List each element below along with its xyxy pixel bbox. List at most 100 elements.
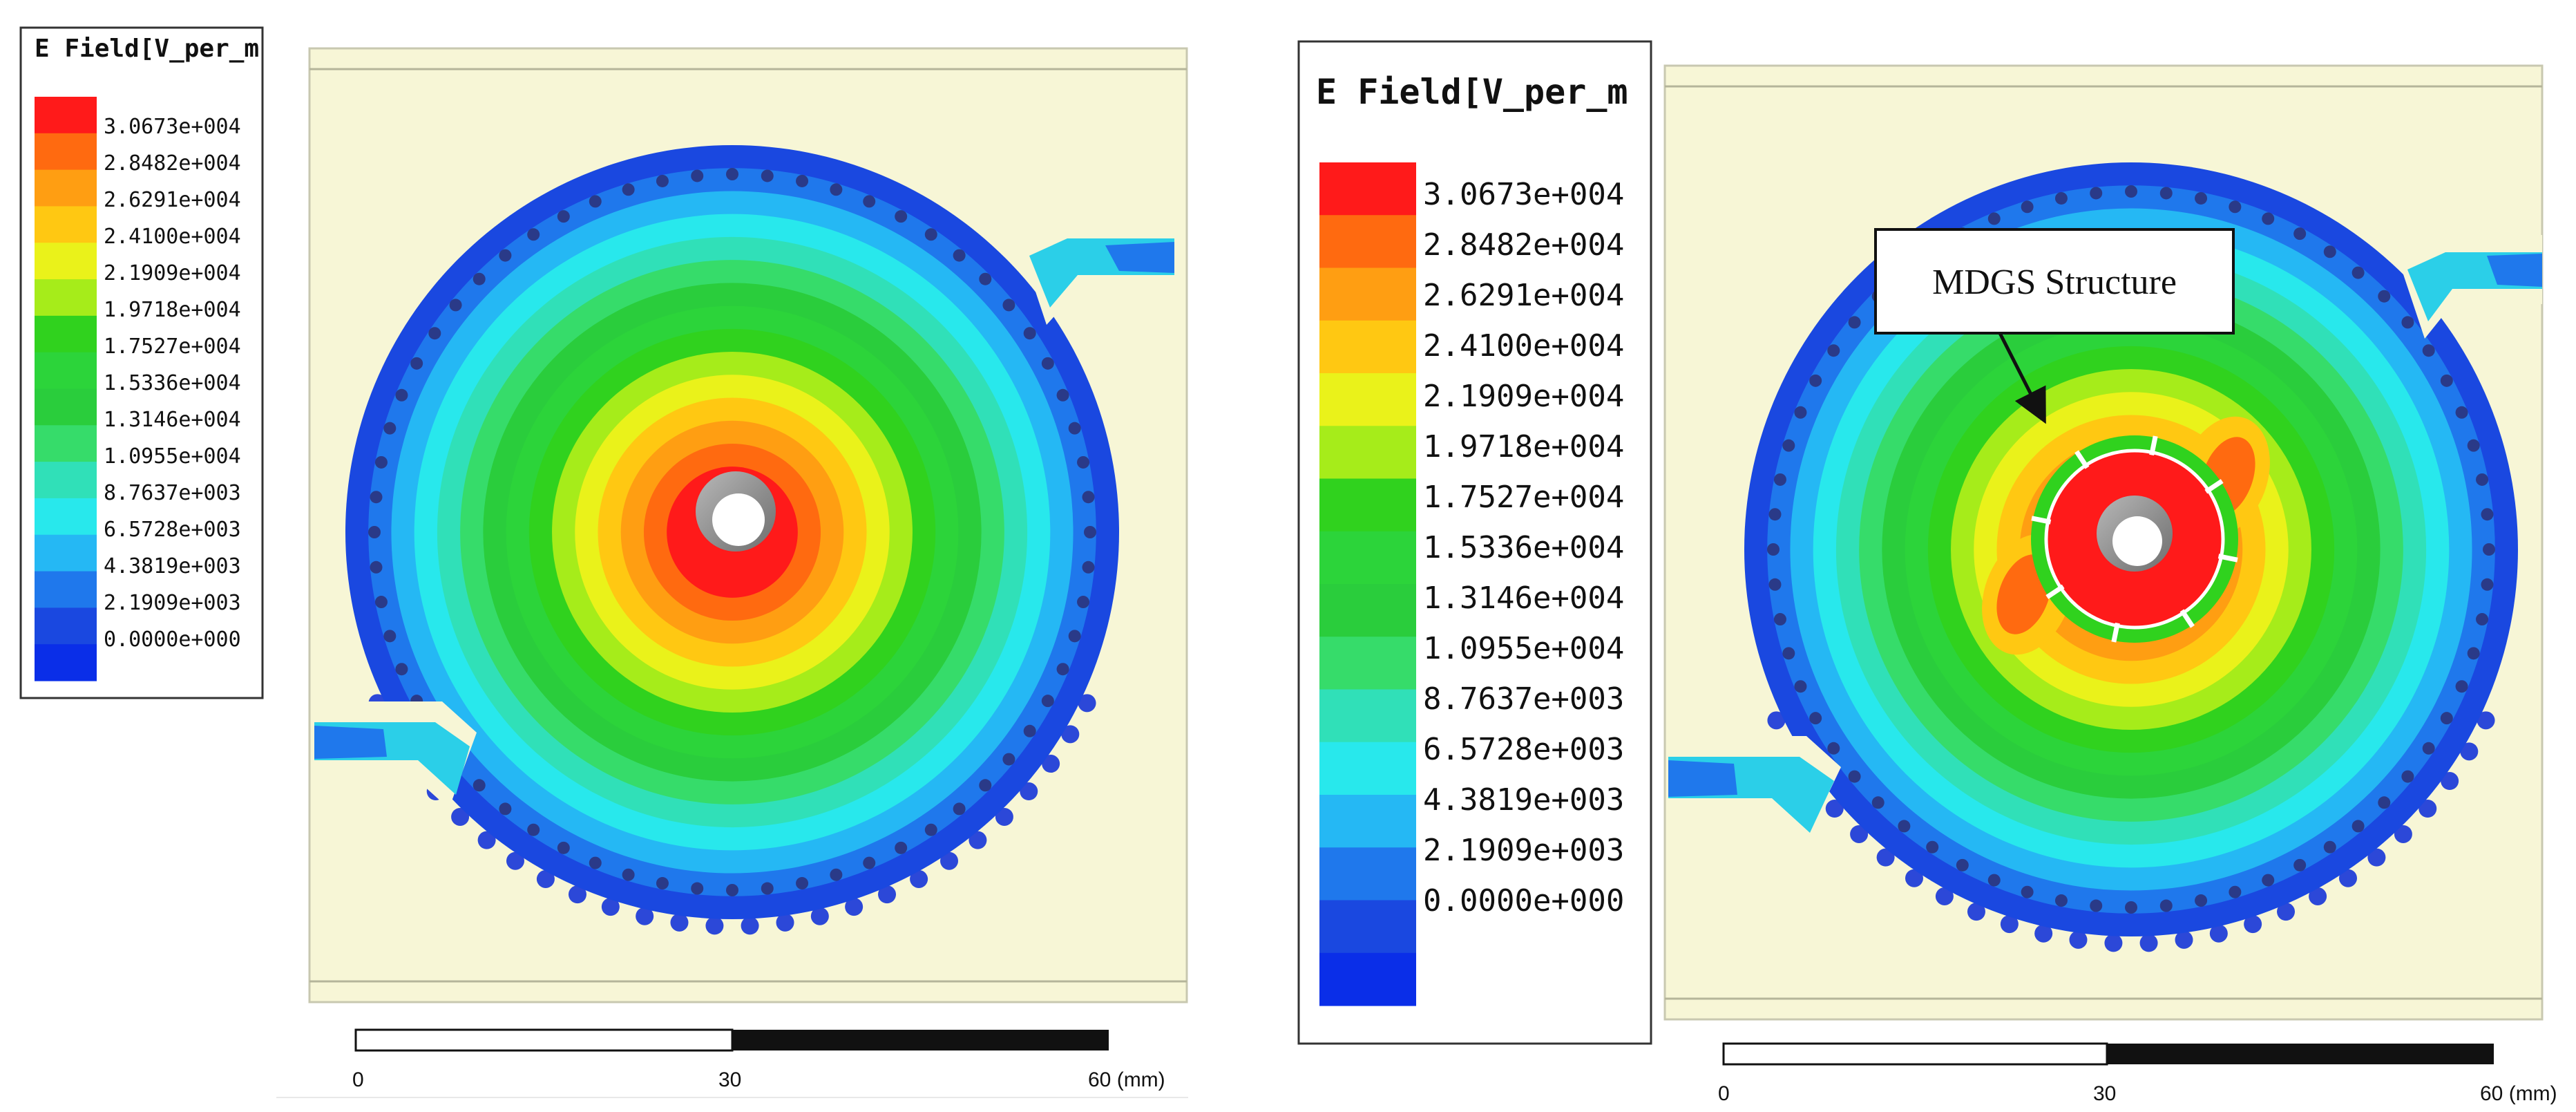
legend-value: 2.1909e+004 [1423,379,1624,414]
legend-color-swatch [35,644,97,681]
via-hole [863,856,876,869]
via-hole [1767,543,1780,556]
rim-tooth [1078,694,1096,713]
via-hole [2293,227,2307,241]
feed-port-right [1019,221,1174,325]
rim-tooth [2367,848,2386,867]
via-hole [383,422,397,435]
via-hole [2483,543,2495,556]
legend-value: 0.0000e+000 [104,628,241,652]
via-hole [1082,560,1095,574]
legend-color-swatch [35,352,97,390]
via-hole [1827,344,1840,357]
via-hole [2262,874,2275,887]
via-hole [2323,245,2336,258]
rim-tooth [1020,782,1038,801]
legend-color-swatch [35,279,97,317]
via-hole [2378,796,2391,809]
rim-tooth [1061,725,1080,744]
rim-tooth [910,869,928,888]
via-hole [2422,344,2435,357]
rim-tooth [506,851,524,870]
color-legend: E Field[V_per_m 3.0673e+004 2.8482e+004 … [19,26,264,699]
via-hole [1871,796,1885,809]
rim-tooth [2069,930,2088,949]
via-hole [1082,491,1095,504]
via-hole [2090,187,2103,200]
rim-tooth [2000,915,2019,934]
via-hole [1809,374,1822,387]
via-hole [2467,647,2480,660]
via-hole [1782,647,1795,660]
legend-value: 8.7637e+003 [1423,681,1624,717]
legend-value: 8.7637e+003 [104,481,241,505]
rim-tooth [1905,869,1923,887]
legend-value: 1.9718e+004 [104,298,241,322]
via-hole [1956,858,1969,871]
rim-tooth [2244,915,2262,934]
mdgs-slot [2179,609,2195,628]
legend-color-swatch [1319,373,1416,426]
scale-bar-black-segment [732,1030,1109,1050]
legend-color-swatch [1319,795,1416,848]
via-hole [2351,820,2365,833]
mdgs-callout: MDGS Structure [1874,228,2235,424]
via-hole [1002,299,1015,312]
feed-port-left [314,701,477,809]
via-hole [691,882,704,895]
rim-tooth [1825,800,1844,818]
scale-label-start: 0 [352,1068,364,1091]
legend-color-swatch [1319,847,1416,901]
via-hole [691,169,704,182]
mdgs-slot [2111,622,2120,643]
via-hole [2323,840,2336,854]
via-hole [1077,455,1090,469]
via-hole [953,249,966,262]
callout-arrow [1998,332,2046,424]
via-hole [622,868,635,881]
legend-value: 1.7527e+004 [104,334,241,359]
via-hole [428,327,441,340]
port-feed-line-core [2487,254,2542,287]
via-hole [1809,712,1822,725]
via-hole [1041,357,1054,370]
rim-tooth [1876,848,1895,867]
legend-color-swatch [35,388,97,426]
legend-value: 2.1909e+003 [1423,833,1624,868]
via-hole [2351,266,2365,279]
legend-value-labels: 3.0673e+004 2.8482e+004 2.6291e+004 2.41… [1423,177,1624,918]
scale-label-end: 60 (mm) [2480,1082,2557,1105]
via-hole [2455,406,2468,419]
mdgs-slot [2217,554,2238,563]
legend-color-swatch [35,315,97,353]
via-hole [1068,630,1081,643]
via-hole [374,596,388,609]
via-hole [370,491,383,504]
legend-value: 2.8482e+004 [1423,227,1624,263]
via-hole [2159,899,2173,912]
rim-tooth [940,851,959,870]
legend-color-swatch [35,534,97,572]
scale-label-start: 0 [1718,1082,1730,1105]
rim-tooth [1935,887,1954,905]
via-hole [1987,212,2001,225]
rim-tooth [2309,887,2327,905]
mdgs-slot [2074,450,2090,469]
via-hole [2090,899,2103,912]
legend-color-swatch [1319,900,1416,954]
via-hole [1773,473,1786,486]
via-hole [1926,840,1939,854]
legend-value: 2.1909e+004 [104,261,241,285]
legend-color-swatch [35,425,97,462]
rim-tooth [810,907,829,925]
via-hole [2125,185,2137,198]
via-hole [368,526,381,538]
via-hole [726,884,738,896]
legend-color-swatch [1319,162,1416,216]
panel-without-mdgs: E Field[V_per_m 3.0673e+004 2.8482e+004 … [19,26,1188,1098]
legend-value: 1.9718e+004 [1423,429,1624,464]
legend-color-swatch [1319,320,1416,374]
via-hole [2229,200,2242,214]
rim-tooth [670,913,689,932]
